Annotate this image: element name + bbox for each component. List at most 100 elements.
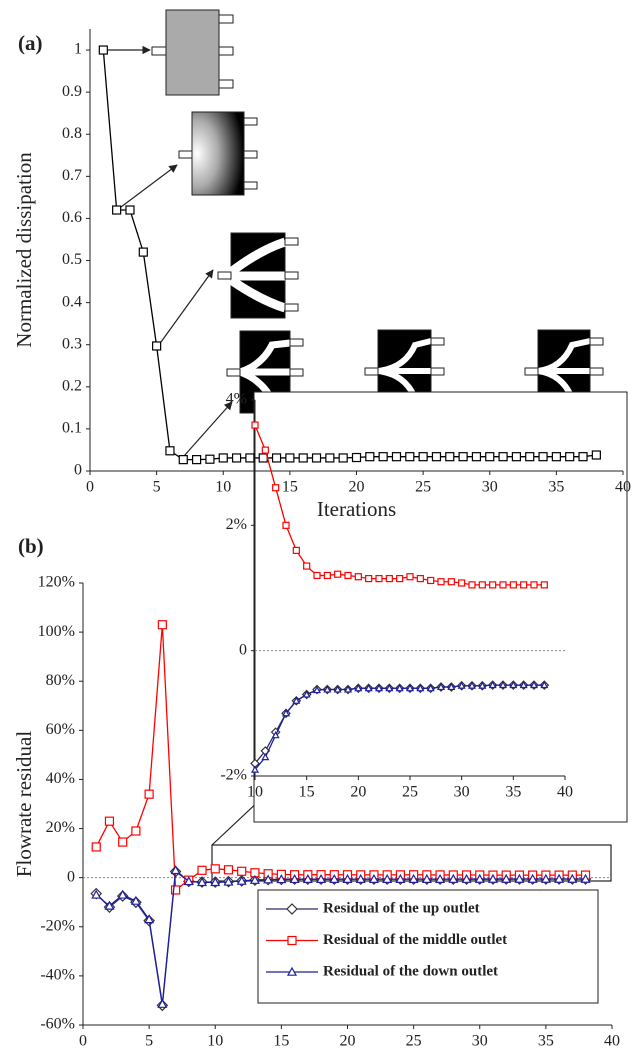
marker	[112, 205, 122, 215]
legend-label: Residual of the down outlet	[323, 963, 498, 979]
marker	[445, 452, 455, 462]
y-tick-label: -20%	[40, 917, 75, 934]
marker	[210, 877, 221, 887]
marker	[527, 873, 538, 883]
y-tick-label: -60%	[40, 1016, 75, 1033]
marker	[471, 452, 482, 462]
marker	[178, 455, 188, 465]
marker	[298, 453, 308, 463]
marker	[520, 581, 528, 589]
marker	[286, 966, 298, 976]
marker	[197, 865, 207, 875]
y-tick-label: 0.6	[62, 209, 82, 226]
inset-frame	[253, 391, 628, 823]
marker	[421, 873, 432, 883]
marker	[511, 452, 522, 462]
marker	[489, 581, 497, 589]
marker	[316, 873, 327, 883]
marker	[355, 873, 366, 883]
y-tick-label: 40%	[46, 770, 75, 787]
y-tick-label: 1	[74, 41, 82, 58]
x-tick-label: 25	[402, 784, 418, 801]
marker	[395, 873, 406, 883]
marker	[313, 571, 321, 580]
marker	[567, 873, 578, 883]
marker	[292, 546, 300, 555]
x-tick-label: 10	[247, 784, 263, 801]
y-tick-label: 2%	[226, 516, 247, 533]
x-tick-label: 20	[340, 1033, 356, 1049]
panel-label: (a)	[18, 31, 43, 55]
marker	[98, 45, 108, 55]
y-tick-label: 0	[74, 462, 82, 479]
marker	[365, 574, 373, 583]
marker	[391, 452, 402, 462]
marker	[488, 680, 497, 689]
x-tick-label: 5	[153, 479, 161, 496]
x-tick-label: 10	[207, 1033, 223, 1049]
marker	[157, 998, 168, 1008]
legend-label: Residual of the up outlet	[323, 900, 480, 916]
marker	[487, 873, 498, 883]
y-axis-title: Flowrate residual	[12, 731, 36, 878]
marker	[282, 521, 290, 529]
marker	[406, 573, 414, 581]
marker	[385, 574, 393, 583]
marker	[249, 874, 260, 884]
marker	[565, 452, 575, 462]
y-tick-label: 0	[239, 641, 247, 658]
marker	[578, 452, 588, 462]
y-tick-label: -2%	[220, 767, 247, 784]
marker	[250, 765, 260, 773]
y-tick-label: 120%	[38, 574, 75, 591]
marker	[157, 620, 167, 630]
marker	[303, 562, 311, 570]
x-tick-label: 10	[215, 479, 231, 496]
marker	[427, 576, 435, 585]
marker	[343, 685, 353, 693]
y-tick-label: 0.8	[62, 125, 82, 142]
marker	[468, 581, 476, 589]
y-tick-label: 100%	[38, 623, 75, 640]
y-tick-label: 60%	[46, 721, 75, 738]
marker	[104, 816, 115, 826]
marker	[396, 574, 404, 583]
marker	[514, 873, 525, 883]
x-tick-label: 25	[415, 479, 431, 496]
y-tick-label: 20%	[46, 819, 75, 836]
marker	[540, 873, 551, 883]
marker	[210, 864, 220, 874]
marker	[551, 452, 561, 462]
x-tick-label: 0	[86, 479, 94, 496]
marker	[448, 873, 459, 883]
marker	[538, 452, 548, 462]
marker	[183, 876, 194, 886]
marker	[405, 684, 415, 692]
marker	[223, 865, 234, 875]
marker	[364, 684, 373, 692]
marker	[498, 680, 508, 689]
x-tick-label: 5	[145, 1033, 153, 1049]
y-tick-label: 0.3	[62, 335, 82, 352]
marker	[458, 579, 466, 587]
marker	[131, 826, 141, 836]
marker	[261, 446, 269, 454]
marker	[368, 873, 379, 883]
marker	[458, 452, 468, 462]
marker	[354, 684, 363, 692]
marker	[591, 450, 601, 460]
marker	[437, 578, 445, 586]
x-tick-label: 30	[472, 1033, 488, 1049]
marker	[144, 914, 155, 924]
marker	[302, 873, 313, 883]
marker	[329, 873, 340, 883]
marker	[478, 681, 487, 689]
marker	[431, 452, 442, 462]
marker	[91, 842, 101, 852]
marker	[258, 453, 268, 463]
marker	[271, 453, 282, 463]
marker	[311, 453, 322, 463]
marker	[251, 421, 259, 429]
y-tick-label: 0.9	[62, 83, 82, 100]
panel-label: (b)	[18, 534, 44, 558]
